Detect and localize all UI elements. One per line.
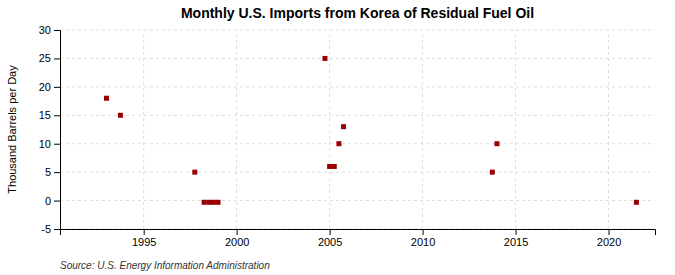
tick-mark (423, 229, 424, 235)
tick: 30 (39, 24, 60, 36)
point (104, 96, 109, 101)
tick: 25 (39, 52, 60, 64)
grid-line (60, 143, 655, 144)
tick-mark (54, 229, 60, 230)
tick-mark (54, 58, 60, 59)
tick: 0 (45, 195, 60, 207)
grid-line (60, 30, 655, 31)
tick-label: 15 (39, 109, 51, 121)
x-axis: 1995 2000 2005 2010 2015 2020 (61, 229, 656, 248)
axis-line (54, 31, 61, 230)
y-axis-label: Thousand Barrels per Day (6, 65, 18, 194)
grid-line (60, 172, 655, 173)
grid-line (60, 200, 655, 201)
tick-label: 2015 (504, 236, 528, 248)
point (118, 113, 123, 118)
point (336, 141, 341, 146)
point (332, 164, 337, 169)
tick-label: 25 (39, 52, 51, 64)
grid-line (329, 30, 330, 229)
tick-label: 10 (39, 138, 51, 150)
grid-line (60, 58, 655, 59)
tick: 2020 (597, 229, 621, 248)
tick-label: 2005 (318, 236, 342, 248)
axis-line (61, 230, 656, 236)
point (192, 170, 197, 175)
tick: 5 (45, 166, 60, 178)
tick-label: 0 (45, 195, 51, 207)
tick-label: 2010 (411, 236, 435, 248)
points (104, 56, 639, 205)
point (327, 164, 332, 169)
tick: 15 (39, 109, 60, 121)
tick: 10 (39, 138, 60, 150)
tick-mark (54, 172, 60, 173)
tick-mark (237, 229, 238, 235)
grid (60, 30, 655, 229)
tick: 2000 (225, 229, 249, 248)
tick-label: 20 (39, 81, 51, 93)
tick-mark (144, 229, 145, 235)
grid-line (236, 30, 237, 229)
tick-label: -5 (41, 223, 51, 235)
point (206, 200, 211, 205)
tick-label: 5 (45, 166, 51, 178)
tick-mark (54, 201, 60, 202)
title: Monthly U.S. Imports from Korea of Resid… (181, 5, 534, 21)
tick-mark (54, 30, 60, 31)
grid-line (515, 30, 516, 229)
grid-line (608, 30, 609, 229)
chart: 1995 2000 2005 2010 2015 2020 -5 0 5 10 15 20 25 30 Mo… (0, 0, 675, 275)
tick-label: 2000 (225, 236, 249, 248)
tick: -5 (41, 223, 60, 235)
tick: 2015 (504, 229, 528, 248)
point (634, 200, 639, 205)
grid-line (60, 86, 655, 87)
tick: 20 (39, 81, 60, 93)
tick-mark (516, 229, 517, 235)
tick: 2010 (411, 229, 435, 248)
y-axis: -5 0 5 10 15 20 25 30 (39, 24, 61, 235)
tick-mark (54, 115, 60, 116)
tick-label: 2020 (597, 236, 621, 248)
tick-label: 30 (39, 24, 51, 36)
tick-mark (54, 144, 60, 145)
point (216, 200, 221, 205)
grid-line (143, 30, 144, 229)
point (341, 124, 346, 129)
tick-mark (54, 87, 60, 88)
tick: 1995 (132, 229, 156, 248)
grid-line (60, 115, 655, 116)
tick-mark (609, 229, 610, 235)
point (202, 200, 207, 205)
grid-line (422, 30, 423, 229)
point (211, 200, 216, 205)
point (494, 141, 499, 146)
point (490, 170, 495, 175)
source: Source: U.S. Energy Information Administ… (60, 260, 270, 271)
tick-label: 1995 (132, 236, 156, 248)
tick: 2005 (318, 229, 342, 248)
point (322, 56, 327, 61)
tick-mark (330, 229, 331, 235)
